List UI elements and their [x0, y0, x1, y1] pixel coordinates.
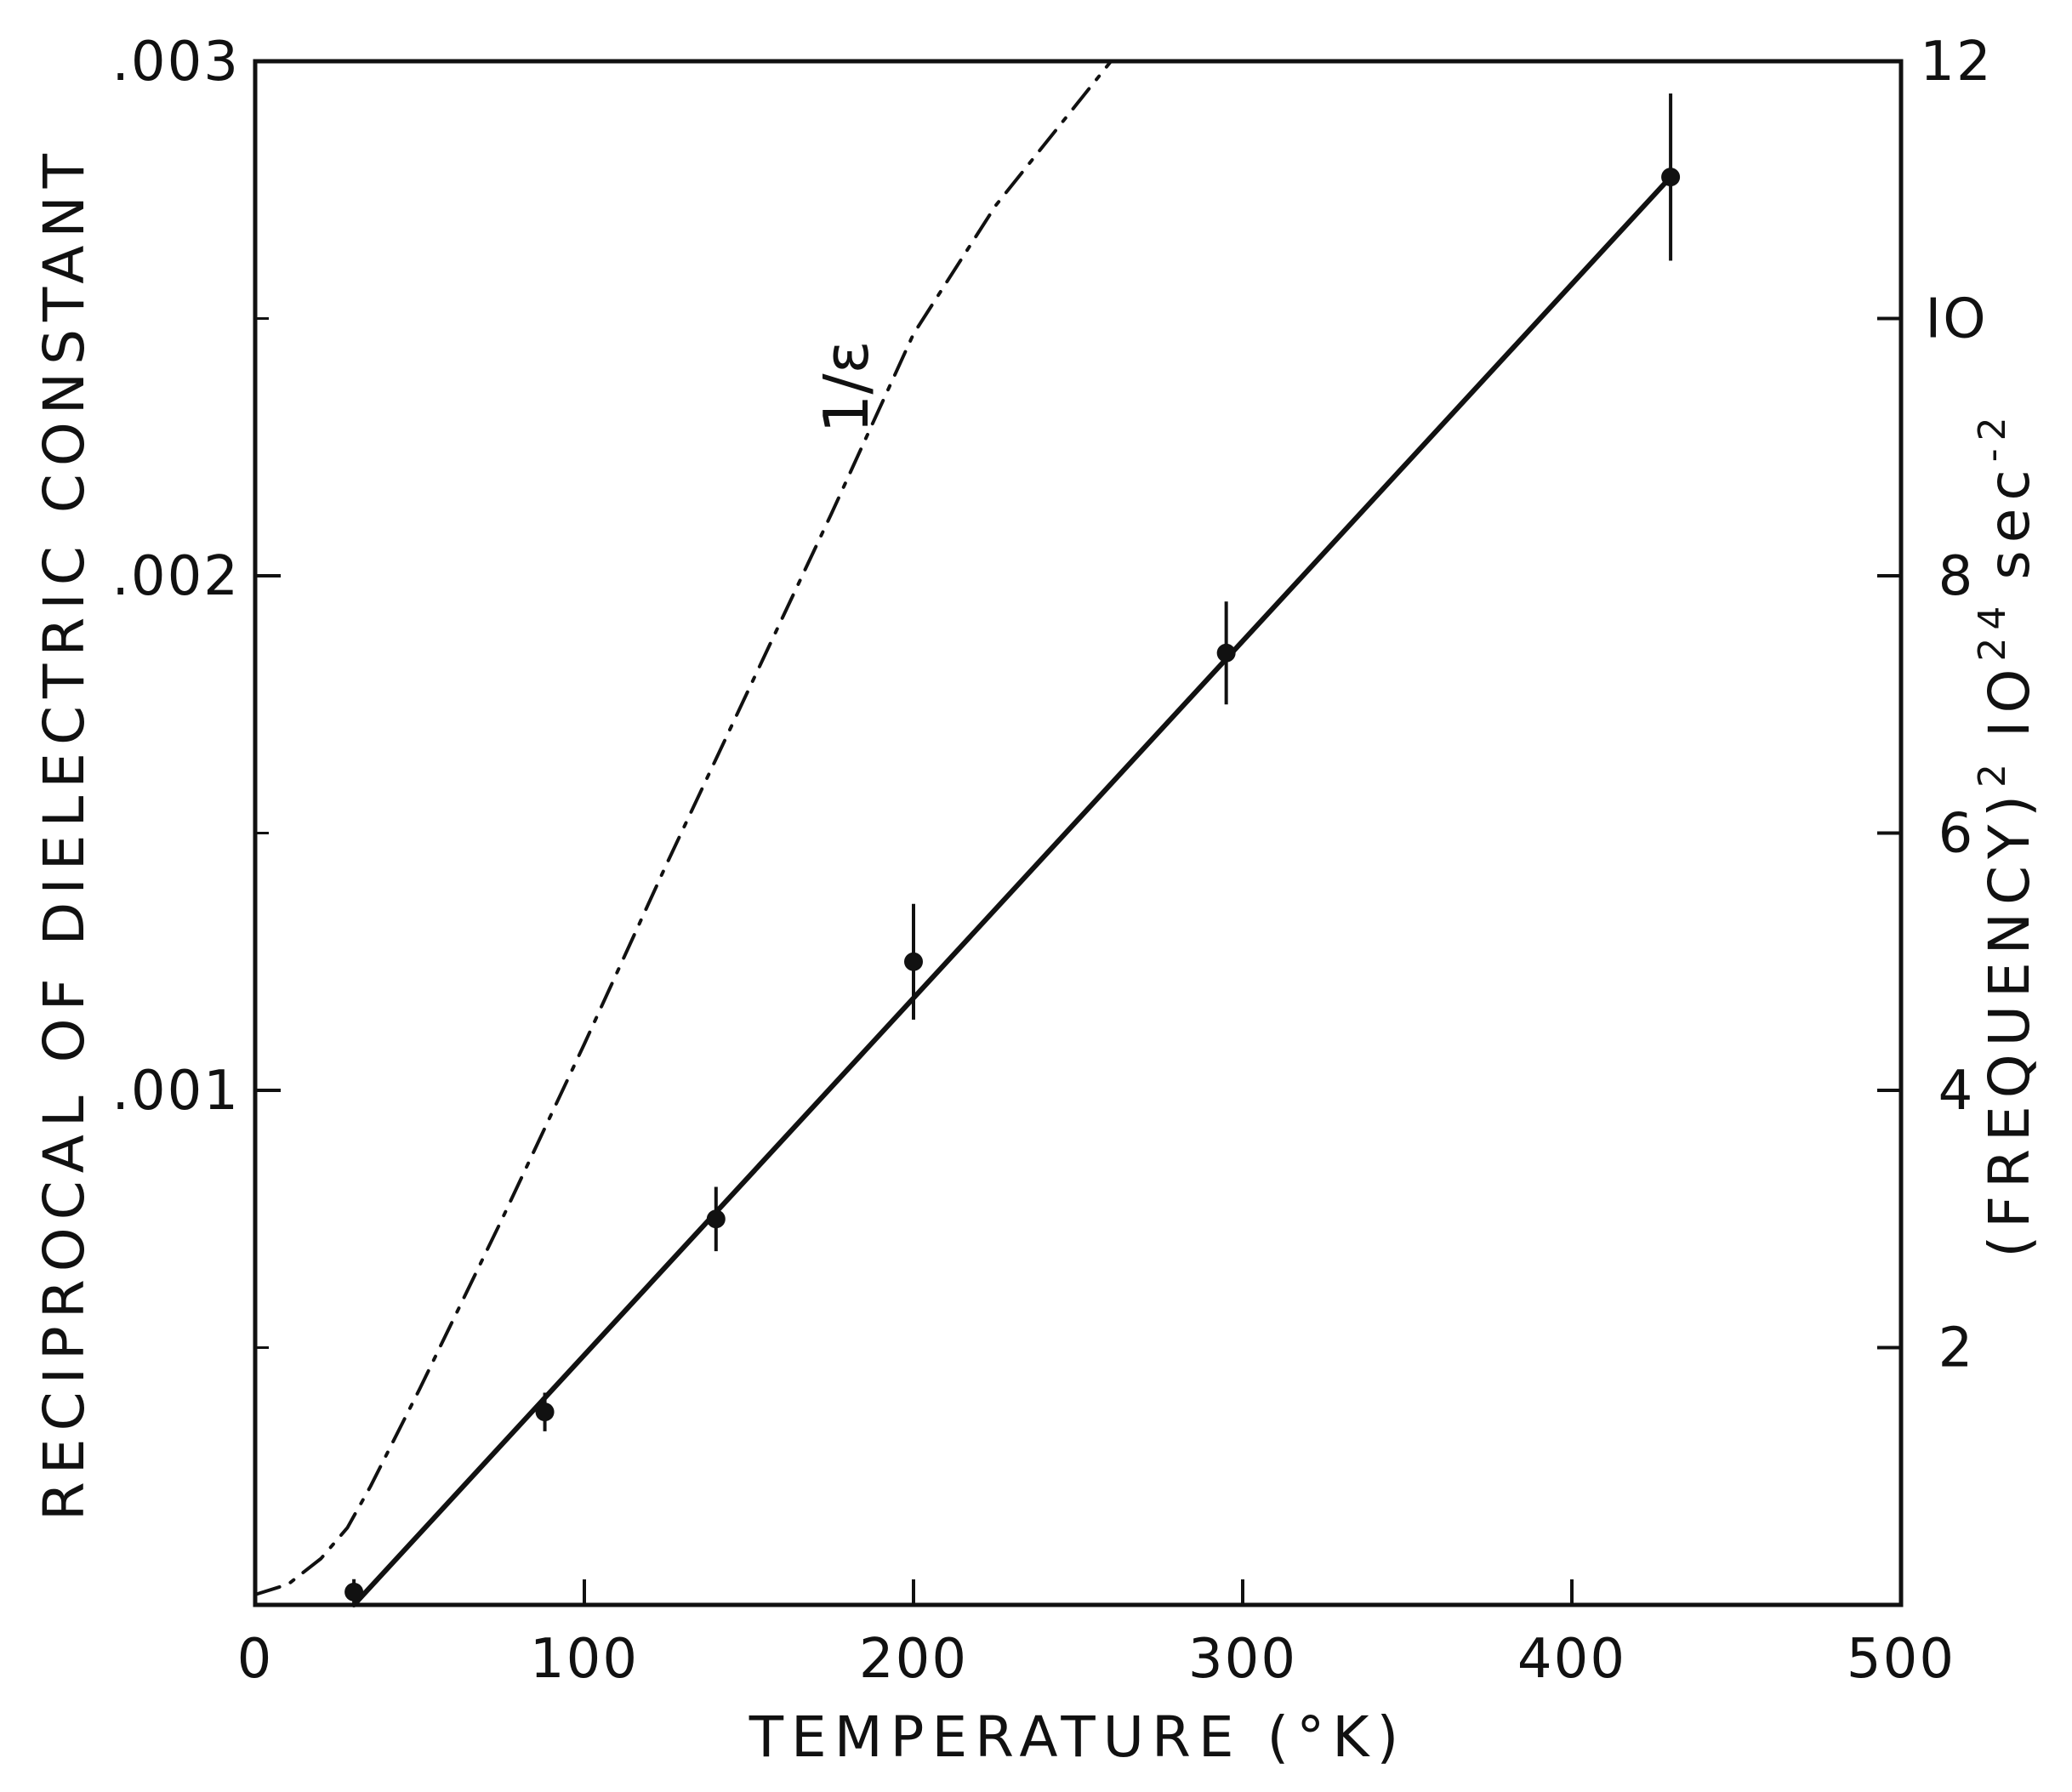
y-left-axis-title: RECIPROCAL OF DIELECTRIC CONSTANT [31, 146, 97, 1521]
data-point [706, 1209, 726, 1229]
ticks [255, 316, 1901, 1605]
y-right-tick-label: IO [1925, 288, 1987, 351]
y-right-title-suffix: sec [1977, 462, 2042, 579]
y-right-title-exp2: 24 [1971, 599, 2014, 662]
reciprocal-epsilon-curve [253, 60, 1113, 1596]
data-point [535, 1402, 555, 1422]
y-right-tick-label: 6 [1938, 803, 1975, 866]
x-axis-title: TEMPERATURE (°K) [749, 1704, 1407, 1770]
y-right-tick-label: 12 [1920, 31, 1992, 94]
y-right-tick-label: 4 [1938, 1060, 1975, 1123]
data-point [904, 952, 923, 971]
y-right-tick-label: 8 [1938, 545, 1975, 608]
y-right-title-prefix: (FREQUENCY) [1977, 788, 2042, 1258]
y-left-tick-label: .001 [112, 1060, 241, 1123]
data-point [344, 1582, 364, 1601]
y-right-title-unit: IO [1977, 662, 2042, 737]
x-tick-label: 0 [237, 1628, 274, 1691]
tick-labels: 0 100 200 300 400 500 .001 .002 .003 2 4 6 8 IO 12 [112, 31, 1992, 1691]
x-tick-label: 200 [859, 1628, 968, 1691]
x-tick-label: 500 [1847, 1628, 1955, 1691]
y-right-axis-title: (FREQUENCY)2 IO24 sec-2 [1971, 409, 2042, 1257]
y-right-title-exp1: 2 [1971, 756, 2014, 788]
epsilon-annotation: 1/ε [811, 341, 882, 434]
data-point [1216, 643, 1236, 663]
series-layer [253, 60, 1674, 1607]
y-left-tick-label: .003 [112, 31, 241, 94]
frequency-squared-line [351, 174, 1674, 1607]
plot-frame [253, 59, 1904, 1607]
data-point [1661, 168, 1681, 187]
x-tick-label: 300 [1188, 1628, 1297, 1691]
y-right-tick-label: 2 [1938, 1317, 1975, 1380]
x-tick-label: 100 [530, 1628, 639, 1691]
y-right-title-exp3: -2 [1971, 409, 2014, 462]
y-left-tick-label: .002 [112, 545, 241, 608]
points-layer [344, 93, 1681, 1605]
x-tick-label: 400 [1517, 1628, 1626, 1691]
